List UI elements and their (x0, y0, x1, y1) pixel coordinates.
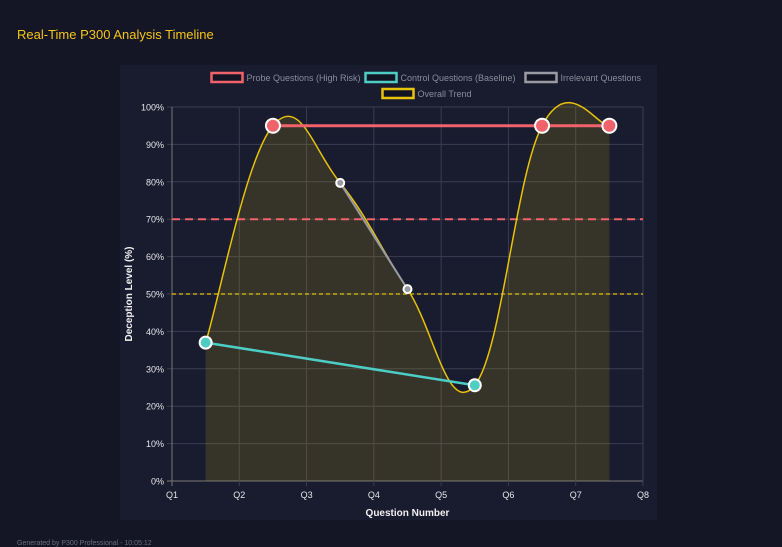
series-line (205, 341, 475, 387)
y-tick-label: 80% (146, 177, 164, 187)
legend-swatch (524, 71, 558, 84)
footer-text: Generated by P300 Professional - 10:05:1… (17, 540, 152, 547)
chart-panel (120, 65, 657, 520)
y-tick-label: 40% (146, 327, 164, 337)
legend-label: Overall Trend (418, 89, 472, 99)
legend-item[interactable]: Overall Trend (381, 87, 472, 100)
x-axis-title: Question Number (366, 508, 450, 519)
legend-swatch (381, 87, 415, 100)
y-tick-label: 50% (146, 290, 164, 300)
y-tick-label: 60% (146, 252, 164, 262)
legend-swatch (364, 71, 398, 84)
x-tick-label: Q7 (570, 490, 582, 500)
legend-item[interactable]: Probe Questions (High Risk) (210, 71, 361, 84)
legend-swatch (210, 71, 244, 84)
legend-item[interactable]: Control Questions (Baseline) (364, 71, 516, 84)
trend-line (204, 101, 610, 394)
y-tick-label: 0% (151, 477, 164, 487)
legend-label: Control Questions (Baseline) (401, 73, 516, 83)
data-point (402, 284, 413, 295)
y-tick-label: 20% (146, 402, 164, 412)
data-point (534, 117, 551, 134)
x-tick-label: Q8 (637, 490, 649, 500)
x-tick-label: Q4 (368, 490, 380, 500)
x-tick-label: Q6 (502, 490, 514, 500)
x-tick-label: Q1 (166, 490, 178, 500)
legend-label: Probe Questions (High Risk) (247, 73, 361, 83)
series-line (339, 182, 409, 290)
y-tick-label: 90% (146, 140, 164, 150)
data-point (198, 335, 213, 350)
legend-item[interactable]: Irrelevant Questions (524, 71, 642, 84)
y-tick-label: 100% (141, 103, 164, 113)
data-point (467, 378, 482, 393)
x-tick-label: Q2 (233, 490, 245, 500)
page-title: Real-Time P300 Analysis Timeline (17, 27, 214, 42)
y-tick-label: 30% (146, 364, 164, 374)
x-tick-label: Q5 (435, 490, 447, 500)
data-point (601, 117, 618, 134)
data-point (335, 177, 346, 188)
y-tick-label: 70% (146, 215, 164, 225)
y-tick-label: 10% (146, 439, 164, 449)
y-axis-title: Deception Level (%) (124, 246, 135, 341)
legend-label: Irrelevant Questions (561, 73, 642, 83)
x-tick-label: Q3 (301, 490, 313, 500)
data-point (264, 117, 281, 134)
